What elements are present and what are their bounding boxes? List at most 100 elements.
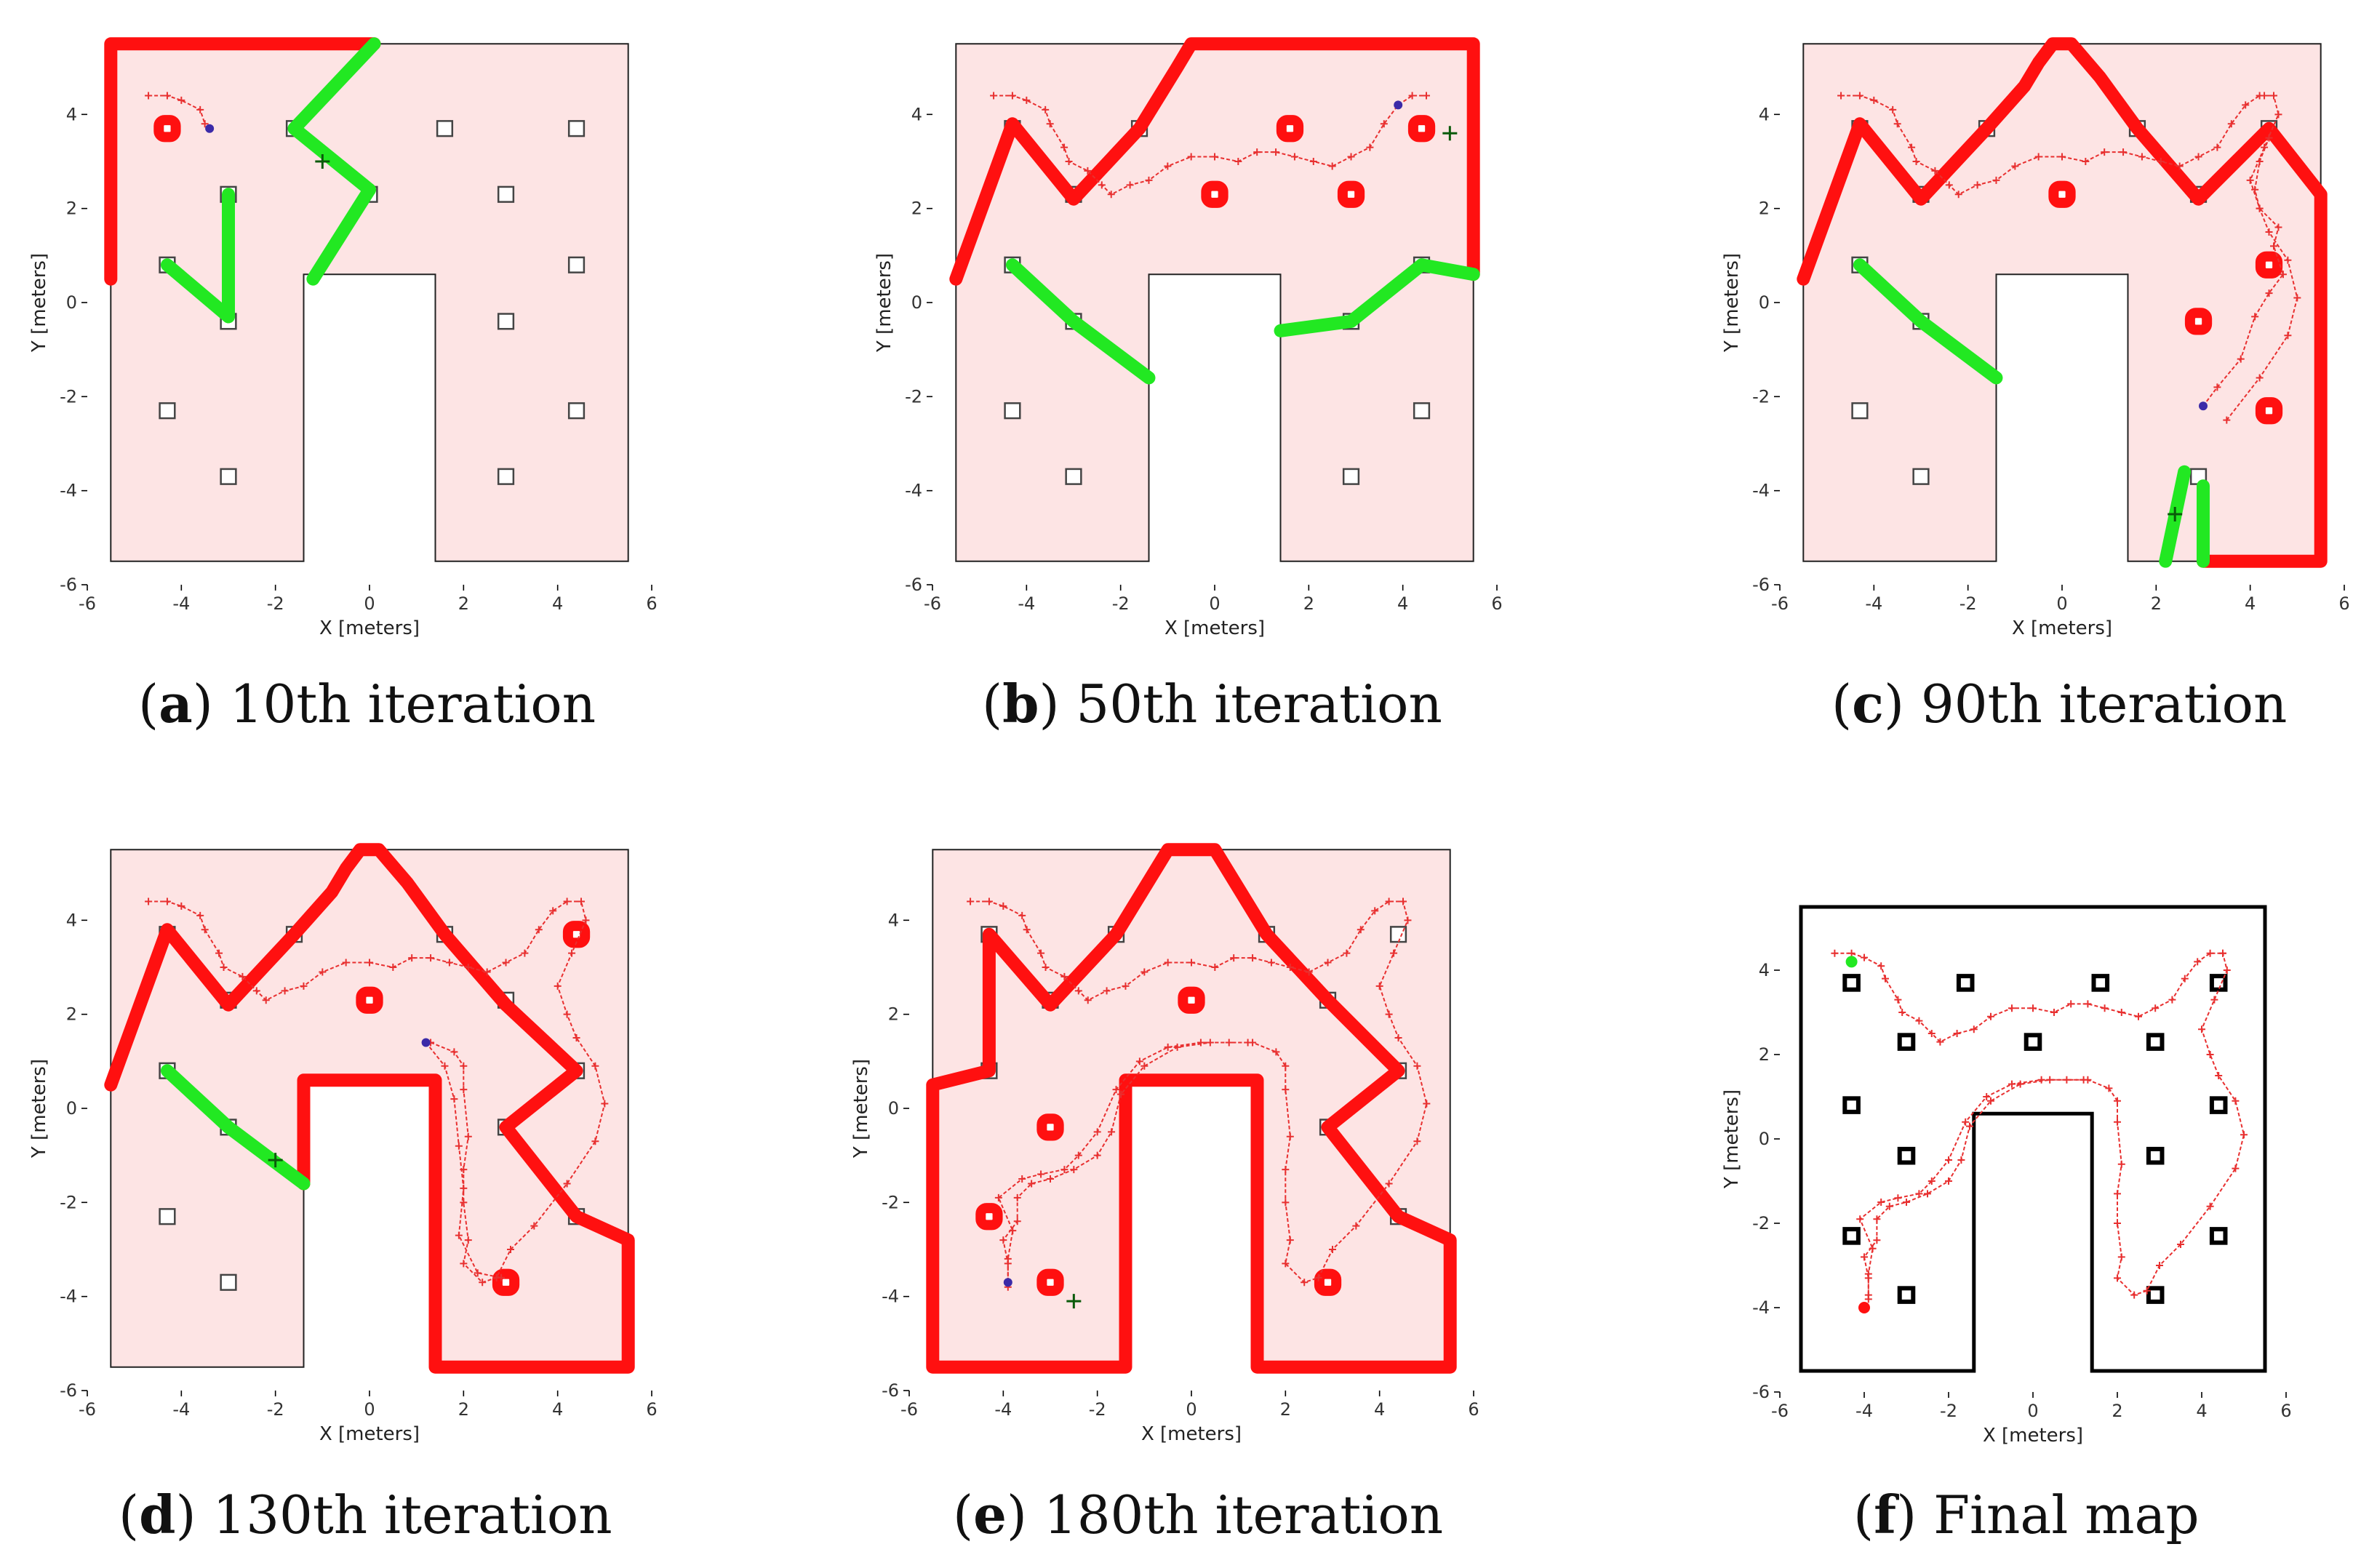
panel-e-blob-1	[1036, 1113, 1064, 1141]
panel-a-obstacle-8	[567, 256, 586, 273]
panel-b-green-segment-3	[1344, 258, 1429, 328]
panel-c-traj-point	[2058, 153, 2066, 161]
panel-f-obstacle-13	[1897, 1286, 1916, 1304]
panel-b-traj-point	[1126, 181, 1134, 189]
panel-d-traj-point	[342, 959, 350, 967]
panel-c-traj-point	[2237, 355, 2245, 363]
panel-d-traj-point	[455, 1142, 463, 1150]
panel-b-ytick-label: -2	[905, 386, 922, 407]
panel-b-traj-point	[1234, 158, 1242, 165]
panel-f-ytick-label: -6	[1752, 1382, 1770, 1402]
panel-e-traj-point	[1286, 964, 1294, 971]
panel-e-traj-point	[1282, 1166, 1290, 1174]
panel-f-ytick-label: 2	[1759, 1044, 1770, 1065]
panel-b-ylabel: Y [meters]	[874, 253, 895, 353]
panel-a-traj-point	[177, 96, 185, 104]
panel-c-traj-point	[2256, 158, 2264, 165]
panel-c-traj-point	[2034, 153, 2042, 161]
panel-c: -6 -4 -2 0 2 4 6 -6 -4 -2 0 2 4 X [meters] Y [meters]	[1721, 37, 2350, 639]
panel-e-traj-point	[1352, 1222, 1360, 1230]
panel-f-traj-point	[2117, 1253, 2125, 1261]
panel-e-traj-point	[985, 897, 993, 905]
panel-d-traj-point	[474, 1269, 482, 1277]
panel-f-traj-point	[1873, 1236, 1881, 1244]
panel-d-traj-point	[568, 949, 576, 957]
panel-f-traj-point	[1847, 949, 1855, 957]
panel-d-traj-point	[554, 982, 562, 990]
panel-d-blob-2	[492, 1268, 520, 1296]
panel-e-xtick-label: -4	[994, 1399, 1012, 1420]
panel-d-xtick-label: 4	[552, 1399, 563, 1420]
panel-c-obstacle-11	[1851, 402, 1869, 420]
panel-e-traj-point	[1385, 1010, 1393, 1018]
panel-d-traj-point	[483, 968, 491, 976]
panel-e-traj-point	[1188, 959, 1195, 967]
panel-e-traj-point	[1037, 1170, 1045, 1178]
panel-e-traj-point	[1385, 1180, 1393, 1188]
panel-d-traj-point	[460, 1062, 468, 1070]
panel-a-green-segment-2	[306, 183, 376, 286]
caption-e: (e) 180th iteration	[953, 1484, 1443, 1545]
panel-b-ytick-label: 2	[911, 199, 922, 219]
panel-e-traj-point	[1206, 1039, 1214, 1047]
panel-a-green-segment-3	[160, 258, 235, 324]
panel-e-traj-point	[1413, 1137, 1421, 1145]
panel-f-traj-point	[1945, 1177, 1952, 1185]
panel-a-xtick-label: -6	[79, 593, 96, 614]
panel-e-traj-point	[1164, 1043, 1172, 1051]
panel-b-blob-3	[1407, 115, 1436, 143]
panel-b-xlabel: X [meters]	[1164, 617, 1265, 639]
panel-b-traj-point	[1211, 153, 1218, 161]
panel-f-obstacle-1	[1956, 974, 1975, 992]
panel-c-traj-point	[2261, 92, 2269, 100]
panel-e-traj-point	[1140, 1062, 1148, 1070]
panel-e-traj-point	[1004, 1260, 1012, 1268]
panel-a-blob-0	[153, 115, 181, 143]
panel-c-traj-point	[2213, 383, 2221, 391]
panel-d-traj-point	[464, 964, 472, 971]
panel-e-ytick-label: -2	[882, 1192, 899, 1212]
panel-f-traj-point	[1927, 1177, 1935, 1185]
panel-c-traj-point	[2251, 313, 2259, 321]
panel-d-green-segment-0	[160, 1064, 235, 1134]
panel-e-traj-point	[1282, 1062, 1290, 1070]
panel-e-traj-point	[1164, 959, 1172, 967]
panel-e-xtick-label: 6	[1468, 1399, 1479, 1420]
panel-e-xtick-label: -2	[1089, 1399, 1106, 1420]
panel-f-ytick-label: 0	[1759, 1129, 1770, 1149]
panel-f-traj-point	[1831, 949, 1839, 957]
panel-e-traj-point	[1282, 1086, 1290, 1094]
panel-e-xtick-label: 2	[1280, 1399, 1291, 1420]
panel-f-ytick-label: -2	[1752, 1213, 1770, 1233]
panel-d-traj-point	[591, 1062, 599, 1070]
panel-c-trajectory-2	[2202, 137, 2285, 407]
panel-b-obstacle-14	[1342, 468, 1360, 485]
panel-f-traj-point	[2037, 1076, 2045, 1084]
panel-f-traj-point	[1864, 1274, 1872, 1282]
panel-f-obstacle-2	[2091, 974, 2110, 992]
panel-c-xlabel: X [meters]	[2012, 617, 2112, 639]
panel-f-traj-point	[1936, 1038, 1944, 1046]
panel-d-traj-point	[591, 1137, 599, 1145]
panel-e-ytick-label: 0	[888, 1098, 899, 1119]
panel-a-ylabel: Y [meters]	[28, 253, 50, 353]
panel-d-traj-point	[460, 1260, 468, 1268]
panel-b-traj-point	[1084, 167, 1092, 175]
panel-f-traj-point	[1861, 1253, 1868, 1261]
panel-d-ytick-label: -4	[60, 1287, 77, 1307]
panel-f-traj-point	[2080, 1076, 2088, 1084]
panel-c-xtick-label: 6	[2338, 593, 2349, 614]
panel-d-traj-point	[563, 1010, 571, 1018]
panel-d-traj-point	[455, 1231, 463, 1239]
panel-e-traj-point	[999, 902, 1007, 910]
panel-f-end-marker	[1858, 1302, 1870, 1313]
panel-f-obstacle-8	[2209, 1096, 2228, 1114]
panel-f-traj-point	[1987, 1012, 1994, 1020]
panel-f-traj-point	[2084, 1000, 2092, 1008]
panel-d-room	[110, 849, 629, 1368]
panel-b-blob-0	[1201, 180, 1229, 208]
panel-d-ytick-label: 0	[66, 1098, 77, 1119]
panel-e-traj-point	[1013, 1193, 1021, 1201]
panel-c-traj-point	[1893, 120, 1901, 128]
panel-e-traj-point	[1282, 1199, 1290, 1207]
